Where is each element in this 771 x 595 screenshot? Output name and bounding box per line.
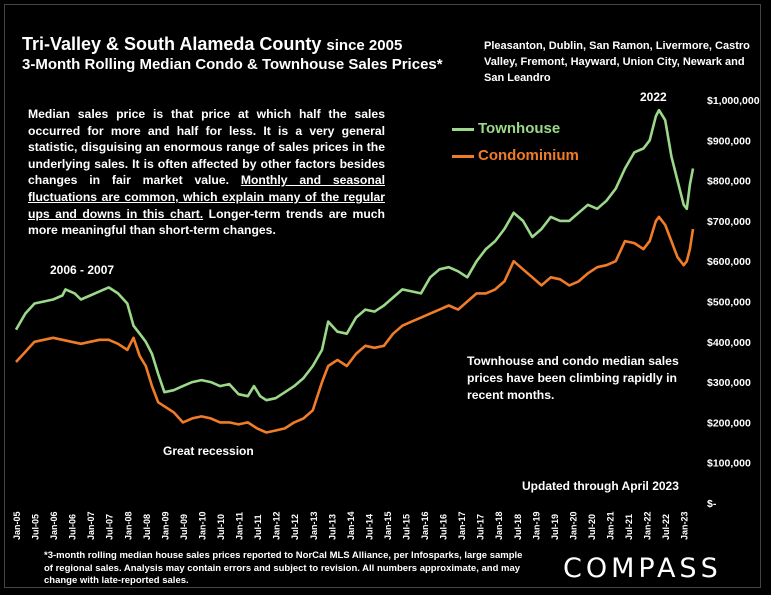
x-tick-label: Jul-20 [587, 514, 597, 540]
x-tick-label: Jul-08 [142, 514, 152, 540]
x-tick-label: Jan-23 [680, 511, 690, 540]
x-tick-label: Jan-22 [643, 511, 653, 540]
x-tick-label: Jan-21 [606, 511, 616, 540]
chart-subtitle: 3-Month Rolling Median Condo & Townhouse… [22, 56, 443, 73]
legend-swatch-townhouse [452, 128, 474, 131]
series-line-townhouse [14, 108, 695, 402]
description-text: Median sales price is that price at whic… [28, 106, 385, 239]
x-tick-label: Jan-06 [49, 511, 59, 540]
x-tick-label: Jan-13 [309, 511, 319, 540]
x-tick-label: Jul-14 [364, 514, 374, 540]
annotation-recent-climb: Townhouse and condo median sales prices … [467, 354, 679, 402]
y-tick-label: $600,000 [707, 256, 751, 268]
x-tick-label: Jul-05 [31, 514, 41, 540]
x-tick-label: Jan-15 [383, 511, 393, 540]
description-part-2: Monthly and seasonal fluctuations are co… [28, 173, 385, 221]
legend-label-townhouse: Townhouse [478, 120, 561, 137]
description-part-3: Longer-term trends are much more meaning… [28, 206, 386, 238]
x-tick-label: Jan-18 [494, 511, 504, 540]
x-tick-label: Jan-14 [346, 511, 356, 540]
y-tick-label: $100,000 [707, 458, 751, 470]
series-lines [14, 108, 695, 434]
x-tick-label: Jan-07 [86, 511, 96, 540]
x-tick-label: Jul-06 [68, 514, 78, 540]
x-tick-label: Jan-17 [457, 511, 467, 540]
y-tick-label: $400,000 [707, 337, 751, 349]
title-since-text: since 2005 [326, 37, 403, 54]
x-tick-label: Jul-07 [105, 514, 115, 540]
x-tick-label: Jul-10 [216, 514, 226, 540]
x-tick-label: Jan-16 [420, 511, 430, 540]
y-tick-label: $- [707, 498, 717, 510]
annotation-updated: Updated through April 2023 [522, 479, 679, 493]
annotation-2022: 2022 [640, 90, 667, 104]
x-tick-label: Jan-10 [197, 511, 207, 540]
x-tick-label: Jul-22 [661, 514, 671, 540]
x-tick-label: Jan-11 [235, 512, 245, 540]
legend-label-condominium: Condominium [478, 147, 579, 164]
regions-list: Pleasanton, Dublin, San Ramon, Livermore… [484, 40, 750, 84]
x-tick-label: Jan-12 [272, 511, 282, 540]
series-line-condominium [15, 215, 695, 434]
description-part-1: Median sales price is that price at whic… [28, 107, 385, 188]
y-tick-label: $300,000 [707, 377, 751, 389]
legend-swatch-condominium [452, 155, 474, 158]
y-axis-ticks: $- $100,000 $200,000 $300,000 $400,000 $500,0… [707, 95, 760, 510]
compass-logo: COMPASS [563, 553, 722, 584]
x-tick-label: Jul-12 [290, 514, 300, 540]
x-tick-label: Jul-15 [402, 514, 412, 540]
x-tick-label: Jul-13 [327, 514, 337, 540]
annotation-2006-2007: 2006 - 2007 [50, 263, 115, 277]
chart-frame [4, 4, 761, 588]
x-tick-label: Jan-20 [568, 511, 578, 540]
chart-title: Tri-Valley & South Alameda County since … [22, 34, 402, 55]
y-tick-label: $700,000 [707, 216, 751, 228]
y-tick-label: $200,000 [707, 417, 751, 429]
x-tick-label: Jul-17 [476, 514, 486, 540]
y-tick-label: $500,000 [707, 297, 751, 309]
x-tick-label: Jan-19 [531, 511, 541, 540]
x-tick-label: Jul-09 [179, 514, 189, 540]
x-tick-label: Jul-11 [253, 514, 263, 540]
y-tick-label: $900,000 [707, 135, 751, 147]
y-tick-label: $800,000 [707, 176, 751, 188]
y-tick-label: $1,000,000 [707, 95, 760, 107]
x-tick-label: Jan-05 [12, 511, 22, 540]
title-main-text: Tri-Valley & South Alameda County [22, 34, 322, 54]
x-tick-label: Jul-18 [513, 514, 523, 540]
x-tick-label: Jul-21 [624, 514, 634, 540]
annotation-great-recession: Great recession [163, 444, 254, 458]
x-tick-label: Jan-08 [123, 511, 133, 540]
x-tick-label: Jul-19 [550, 514, 560, 540]
x-tick-label: Jan-09 [160, 511, 170, 540]
footnote: *3-month rolling median house sales pric… [44, 550, 523, 586]
x-axis-ticks: Jan-05 Jul-05 Jan-06 Jul-06 Jan-07 Jul-07 Jan-… [12, 511, 690, 540]
x-tick-label: Jul-16 [439, 514, 449, 540]
